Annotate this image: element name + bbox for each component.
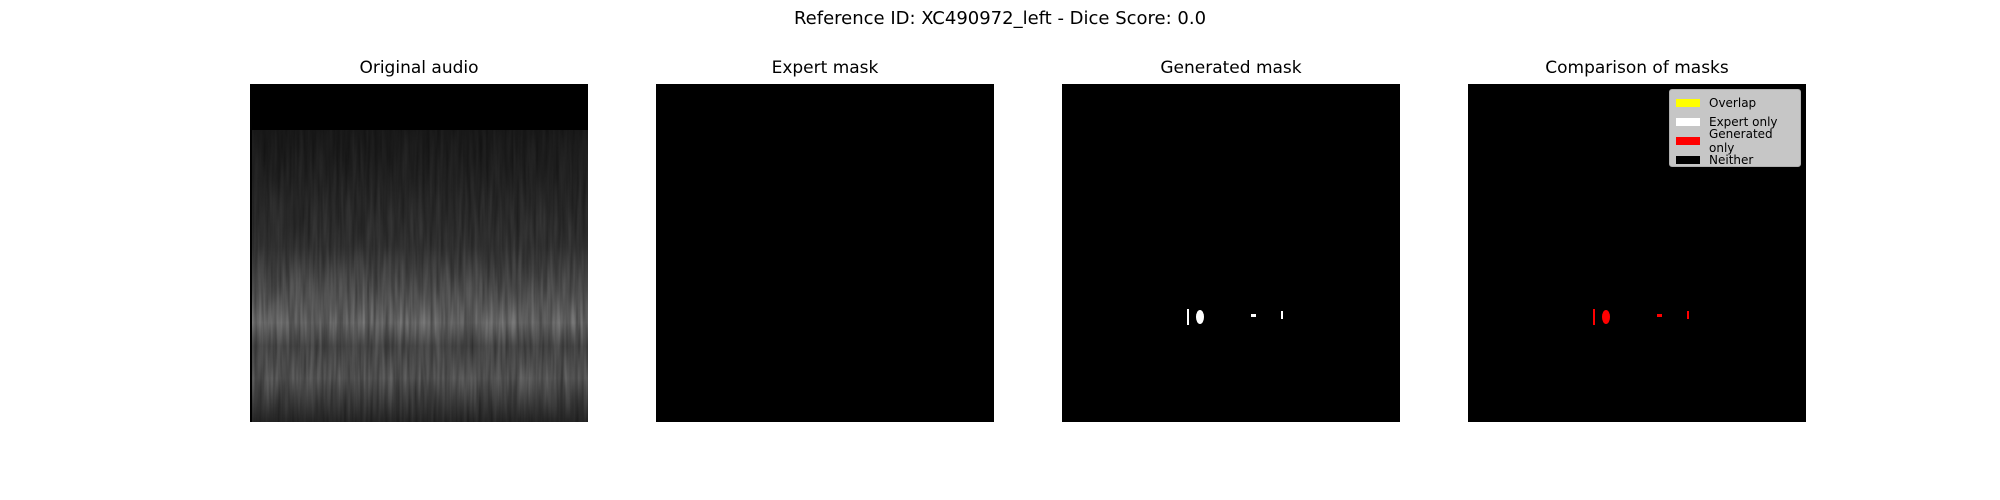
generated-only-swatch [1676, 136, 1700, 145]
generated-mask-blobs [1187, 309, 1283, 325]
legend-label-overlap: Overlap [1709, 95, 1757, 110]
neither-swatch [1676, 155, 1700, 164]
legend-label-neither: Neither [1709, 152, 1754, 167]
figure-title: Reference ID: XC490972_left - Dice Score… [793, 8, 1207, 29]
comparison-legend: Overlap Expert only Generated only Neith… [1669, 89, 1801, 167]
panel-title-generated-mask: Generated mask [1160, 58, 1302, 78]
comparison-mask-blobs [1593, 309, 1689, 325]
original-audio-spectrogram [250, 84, 588, 422]
legend-item-neither: Neither [1676, 150, 1794, 169]
panel-title-comparison: Comparison of masks [1545, 58, 1729, 78]
legend-item-expert-only: Expert only [1676, 112, 1794, 131]
expert-mask-image [656, 84, 994, 422]
generated-mask-image [1062, 84, 1400, 422]
legend-label-generated-only: Generated only [1709, 126, 1773, 155]
legend-item-overlap: Overlap [1676, 93, 1794, 112]
overlap-swatch [1676, 98, 1700, 107]
spectrogram-image [252, 130, 588, 422]
panel-title-original-audio: Original audio [359, 58, 479, 78]
spectrogram-art [252, 130, 588, 422]
legend-label-expert-only: Expert only [1709, 114, 1778, 129]
expert-only-swatch [1676, 117, 1700, 126]
panel-title-expert-mask: Expert mask [771, 58, 879, 78]
comparison-mask-image: Overlap Expert only Generated only Neith… [1468, 84, 1806, 422]
legend-item-generated-only: Generated only [1676, 127, 1794, 155]
